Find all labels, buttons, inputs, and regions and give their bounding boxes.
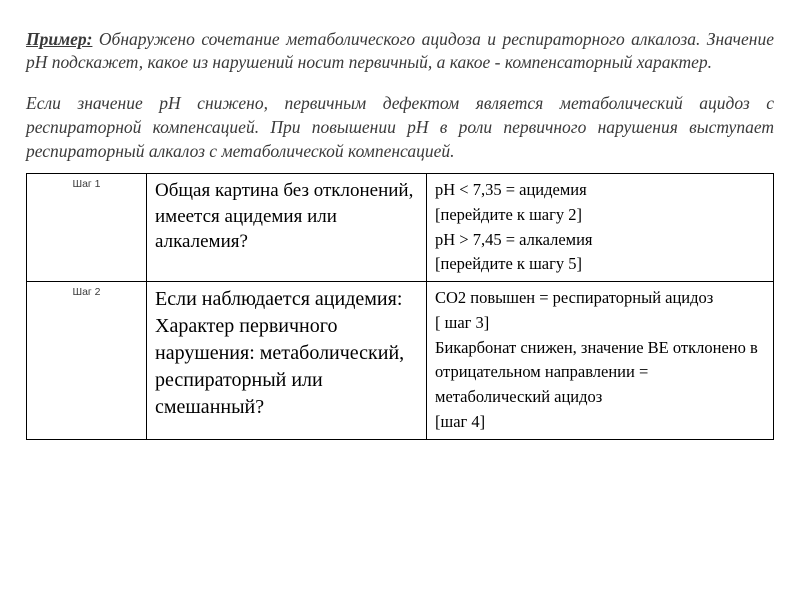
step-1-label: Шаг 1	[27, 174, 147, 282]
step-1-answer-line: pH > 7,45 = алкалемия	[435, 228, 765, 253]
step-1-answer-line: [перейдите к шагу 2]	[435, 203, 765, 228]
step-1-answer: pH < 7,35 = ацидемия [перейдите к шагу 2…	[427, 174, 774, 282]
step-2-answer-line: Бикарбонат снижен, значение BE отклонено…	[435, 336, 765, 410]
step-2-answer-line: [шаг 4]	[435, 410, 765, 435]
table-row: Шаг 2 Если наблюдается ацидемия: Характе…	[27, 282, 774, 440]
step-2-question-line: Если наблюдается ацидемия:	[155, 286, 418, 313]
step-1-answer-line: pH < 7,35 = ацидемия	[435, 178, 765, 203]
step-2-label: Шаг 2	[27, 282, 147, 440]
example-text-1: Обнаружено сочетание метаболического аци…	[26, 29, 774, 73]
step-2-answer: CO2 повышен = респираторный ацидоз [ шаг…	[427, 282, 774, 440]
example-paragraph-2: Если значение pH снижено, первичным дефе…	[26, 92, 774, 163]
step-1-question-text: Общая картина без отклонений, имеется ац…	[155, 178, 418, 255]
steps-table: Шаг 1 Общая картина без отклонений, имее…	[26, 173, 774, 440]
table-row: Шаг 1 Общая картина без отклонений, имее…	[27, 174, 774, 282]
document-page: Пример: Обнаружено сочетание метаболичес…	[0, 0, 800, 440]
step-2-answer-line: [ шаг 3]	[435, 311, 765, 336]
example-paragraph-1: Пример: Обнаружено сочетание метаболичес…	[26, 28, 774, 75]
step-2-question-line: Характер первичного нарушения: метаболич…	[155, 313, 418, 421]
step-2-question: Если наблюдается ацидемия: Характер перв…	[147, 282, 427, 440]
example-label: Пример:	[26, 29, 92, 49]
step-2-answer-line: CO2 повышен = респираторный ацидоз	[435, 286, 765, 311]
step-1-answer-line: [перейдите к шагу 5]	[435, 252, 765, 277]
step-1-question: Общая картина без отклонений, имеется ац…	[147, 174, 427, 282]
